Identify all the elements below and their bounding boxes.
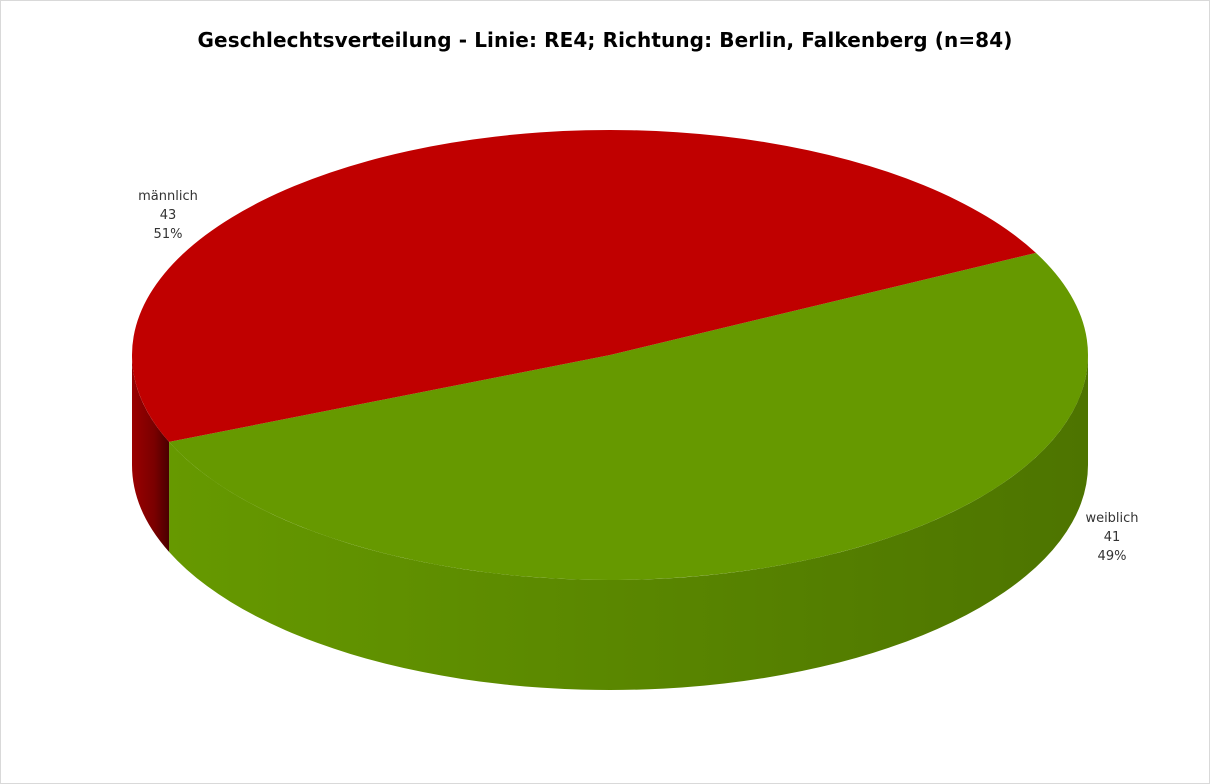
data-label-value-männlich: 43	[160, 208, 177, 223]
pie-labels: männlich 43 51% weiblich 41 49%	[138, 189, 1138, 564]
pie-slice-männlich	[169, 252, 1088, 580]
pie-side-weiblich	[132, 355, 170, 552]
pie-side-männlich	[169, 355, 1088, 690]
data-label-name-männlich: männlich	[138, 189, 198, 204]
data-label-percent-weiblich: 49%	[1098, 549, 1127, 564]
pie-sides	[132, 355, 1088, 690]
chart-title: Geschlechtsverteilung - Linie: RE4; Rich…	[197, 28, 1013, 52]
data-label-value-weiblich: 41	[1104, 530, 1121, 545]
pie-slice-weiblich	[131, 129, 1036, 442]
data-label-name-weiblich: weiblich	[1085, 511, 1138, 526]
pie-top	[131, 129, 1088, 580]
data-label-percent-männlich: 51%	[154, 227, 183, 242]
